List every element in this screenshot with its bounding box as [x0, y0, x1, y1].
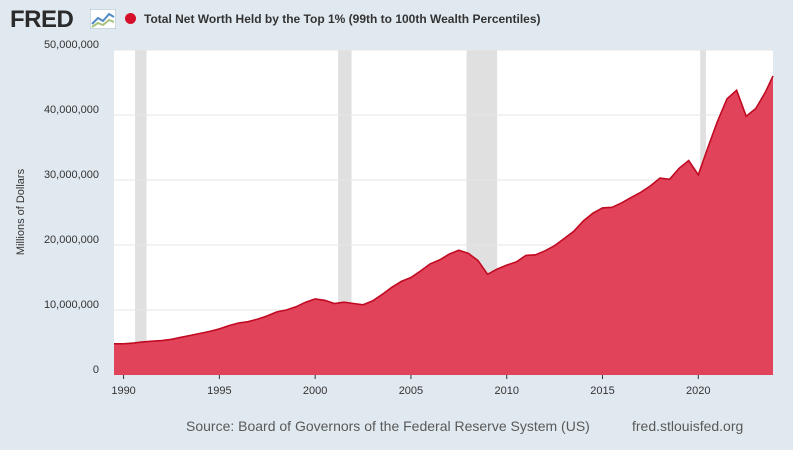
y-tick-label: 10,000,000: [44, 299, 99, 311]
y-tick-label: 0: [93, 364, 99, 376]
recession-band: [135, 50, 147, 375]
x-tick-label: 2020: [686, 385, 710, 397]
x-tick-label: 1995: [207, 385, 231, 397]
y-tick-label: 30,000,000: [44, 169, 99, 181]
recession-band: [338, 50, 352, 375]
chart-title: Total Net Worth Held by the Top 1% (99th…: [144, 12, 541, 26]
series-area: [114, 76, 773, 375]
x-tick-label: 1990: [111, 385, 135, 397]
site-link[interactable]: fred.stlouisfed.org: [632, 418, 744, 434]
legend-marker: [125, 13, 136, 24]
line-graph-icon: [90, 9, 116, 29]
fred-logo[interactable]: FRED: [10, 6, 74, 33]
series-area-layer: [114, 75, 774, 375]
x-tick-label: 2005: [399, 385, 423, 397]
y-tick-label: 20,000,000: [44, 234, 99, 246]
source-note: Source: Board of Governors of the Federa…: [186, 418, 590, 434]
y-tick-label: 50,000,000: [44, 39, 99, 51]
y-tick-label: 40,000,000: [44, 104, 99, 116]
x-tick-label: 2015: [590, 385, 614, 397]
y-axis-label: Millions of Dollars: [15, 168, 27, 256]
x-tick-label: 2010: [494, 385, 518, 397]
x-axis-ticks: 1990 1995 2000 2005 2010 2015 2020: [111, 375, 711, 397]
x-tick-label: 2000: [303, 385, 327, 397]
series-line: [114, 75, 774, 345]
y-axis-ticks: 0 10,000,000 20,000,000 30,000,000 40,000,00…: [44, 39, 99, 376]
